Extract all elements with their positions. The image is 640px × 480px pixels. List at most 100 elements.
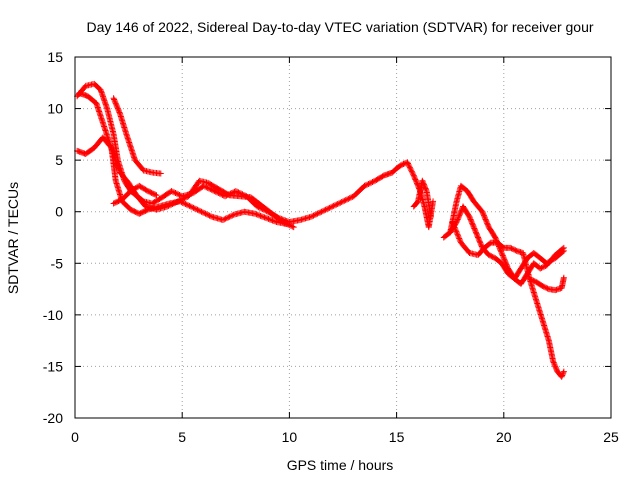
data-point	[340, 198, 346, 205]
data-point	[489, 253, 496, 260]
data-point	[222, 215, 229, 222]
data-point	[482, 216, 489, 223]
data-point	[497, 247, 504, 254]
data-point	[262, 214, 269, 221]
data-point	[483, 219, 490, 226]
data-point	[449, 220, 456, 227]
x-tick-label: 20	[496, 429, 512, 445]
points-layer	[74, 80, 567, 380]
data-point	[284, 221, 291, 228]
data-point	[268, 216, 275, 223]
data-point	[334, 200, 341, 207]
data-point	[539, 264, 546, 271]
y-tick-label: 10	[47, 101, 63, 117]
data-point	[474, 233, 481, 240]
data-point	[201, 210, 208, 217]
data-point	[500, 253, 507, 260]
data-point	[323, 206, 330, 213]
data-point	[512, 247, 519, 254]
x-tick-label: 0	[71, 429, 79, 445]
data-point	[543, 284, 550, 291]
data-point	[318, 208, 325, 215]
data-point	[114, 104, 121, 111]
data-point	[451, 224, 458, 231]
data-point	[404, 160, 411, 167]
data-point	[468, 219, 475, 226]
data-point	[172, 190, 179, 197]
data-point	[265, 215, 272, 222]
data-point	[264, 215, 271, 222]
series-track-9	[447, 203, 567, 282]
data-point	[370, 178, 377, 185]
data-point	[195, 207, 202, 214]
data-point	[487, 252, 494, 259]
data-point	[113, 101, 120, 108]
data-point	[270, 217, 277, 224]
data-point	[176, 191, 183, 198]
data-point	[419, 179, 426, 186]
data-point	[317, 209, 324, 216]
data-point	[474, 231, 480, 238]
data-point	[115, 106, 122, 113]
data-point	[411, 173, 418, 180]
data-point	[551, 360, 558, 367]
y-tick-label: 5	[55, 152, 63, 168]
data-point	[152, 191, 159, 198]
data-point	[560, 368, 567, 375]
data-point	[475, 234, 482, 241]
data-point	[319, 208, 326, 215]
data-point	[456, 212, 463, 219]
data-point	[206, 212, 213, 219]
data-point	[492, 234, 499, 241]
data-point	[309, 213, 316, 220]
data-point	[257, 212, 264, 219]
data-point	[484, 221, 491, 228]
data-point	[472, 228, 479, 235]
data-point	[550, 358, 557, 365]
data-point	[529, 276, 536, 283]
data-point	[500, 255, 507, 262]
data-point	[423, 186, 430, 193]
data-point	[199, 209, 206, 216]
data-point	[256, 212, 263, 219]
data-point	[471, 226, 478, 233]
data-point	[313, 211, 320, 218]
series-track-5	[110, 182, 160, 207]
data-point	[454, 231, 461, 238]
data-point	[198, 208, 205, 215]
data-point	[467, 215, 474, 222]
data-point	[452, 227, 459, 234]
data-point	[169, 188, 176, 195]
data-point	[454, 217, 461, 224]
data-point	[544, 285, 551, 292]
data-point	[456, 235, 463, 242]
data-point	[365, 180, 372, 187]
data-point	[552, 364, 559, 371]
data-point	[511, 246, 518, 253]
data-point	[470, 222, 477, 229]
data-point	[451, 223, 458, 230]
data-point	[541, 284, 548, 291]
data-point	[185, 202, 192, 209]
data-point	[455, 232, 462, 239]
y-tick-label: -10	[43, 307, 63, 323]
data-point	[207, 213, 214, 220]
data-point	[260, 213, 267, 220]
data-point	[452, 225, 459, 232]
data-point	[501, 257, 508, 264]
data-point	[143, 207, 150, 214]
data-point	[361, 182, 368, 189]
data-point	[399, 161, 406, 168]
data-point	[322, 206, 329, 213]
data-point	[180, 195, 187, 202]
y-tick-label: 0	[55, 204, 63, 220]
data-point	[480, 211, 487, 218]
data-point	[483, 217, 490, 224]
data-point	[202, 210, 209, 217]
ticks	[74, 56, 612, 419]
data-point	[453, 228, 460, 235]
data-point	[219, 216, 226, 223]
data-point	[223, 215, 230, 222]
data-point	[559, 371, 566, 378]
data-point	[471, 225, 478, 232]
